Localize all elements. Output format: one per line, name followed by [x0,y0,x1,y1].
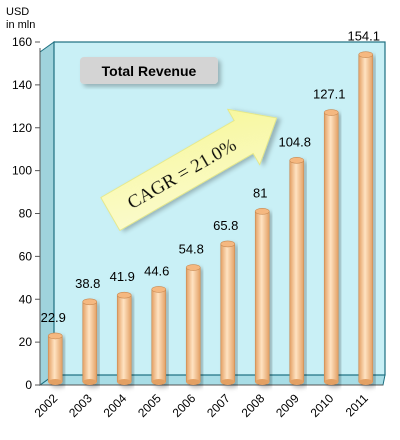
data-label-2008: 81 [253,185,267,200]
bar-base [220,379,235,385]
y-tick-label: 140 [12,78,32,92]
x-tick-label-2004: 2004 [101,391,130,420]
x-tick-label-2010: 2010 [308,391,337,420]
bar-2011 [358,51,374,385]
bar-base [82,379,97,385]
bar-body [358,54,374,383]
bar-2004 [116,291,132,385]
bar-base [151,379,166,385]
bar-base [117,379,132,385]
x-tick-label-2011: 2011 [343,391,371,419]
bar-2009 [289,157,305,385]
bar-top [289,157,305,164]
bar-body [323,112,339,383]
x-tick-label-2002: 2002 [32,391,61,420]
bar-body [220,243,236,383]
bar-top [185,264,201,271]
bar-body [151,289,167,383]
bar-top [47,332,63,340]
bar-top [82,298,98,306]
y-tick-label: 0 [25,378,32,392]
x-tick-label-2003: 2003 [66,391,95,420]
y-tick-label: 20 [19,335,33,349]
bar-body [82,301,98,383]
data-label-2004: 41.9 [110,269,135,284]
bar-2010 [323,109,339,385]
data-label-2009: 104.8 [278,134,311,149]
y-tick-label: 60 [19,249,33,263]
bar-top [220,240,236,248]
x-tick-label-2005: 2005 [135,391,164,420]
x-tick-label-2009: 2009 [273,391,302,420]
chart-title: Total Revenue [102,63,197,79]
bar-2006 [185,264,201,385]
cagr-arrow-shape [100,108,278,232]
bar-base [289,379,304,385]
y-tick-label: 80 [19,207,33,221]
bar-top [151,286,167,293]
data-label-2005: 44.6 [144,263,169,278]
bar-top [358,51,374,58]
bar-top [323,109,339,116]
bar-2005 [151,286,167,385]
data-label-2003: 38.8 [75,276,100,291]
data-label-2010: 127.1 [313,87,346,102]
bar-base [255,379,270,385]
title-box-bg [80,57,218,84]
bar-2007 [220,240,236,385]
bar-body [254,211,270,383]
bar-base [186,379,201,385]
bar-top [254,208,270,215]
bar-body [116,294,132,383]
y-tick-label: 40 [19,292,33,306]
y-unit-line-2: in mln [6,19,36,31]
x-tick-label-2006: 2006 [170,391,199,420]
x-tick-label-2008: 2008 [239,391,268,420]
bar-top [116,291,132,299]
bar-2008 [254,208,270,385]
y-unit-line-1: USD [6,6,30,18]
bar-base [358,379,373,385]
data-label-2002: 22.9 [41,310,66,325]
bar-2003 [82,298,98,385]
data-label-2006: 54.8 [179,242,204,257]
bar-base [48,379,63,385]
bar-body [47,335,63,383]
x-tick-label-2007: 2007 [204,391,233,420]
y-tick-label: 120 [12,121,32,135]
data-label-2007: 65.8 [213,218,238,233]
bar-base [324,379,339,385]
bar-body [289,160,305,383]
y-axis-unit-label: USD in mln [6,6,35,32]
chart-title-box [80,57,218,84]
y-tick-label: 160 [12,35,32,49]
y-tick-label: 100 [12,164,32,178]
data-label-2011: 154.1 [347,29,380,44]
bar-body [185,267,201,383]
bar-2002 [47,332,63,385]
